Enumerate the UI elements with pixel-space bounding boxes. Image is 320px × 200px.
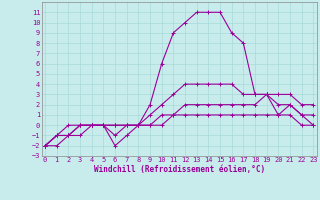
X-axis label: Windchill (Refroidissement éolien,°C): Windchill (Refroidissement éolien,°C) [94,165,265,174]
